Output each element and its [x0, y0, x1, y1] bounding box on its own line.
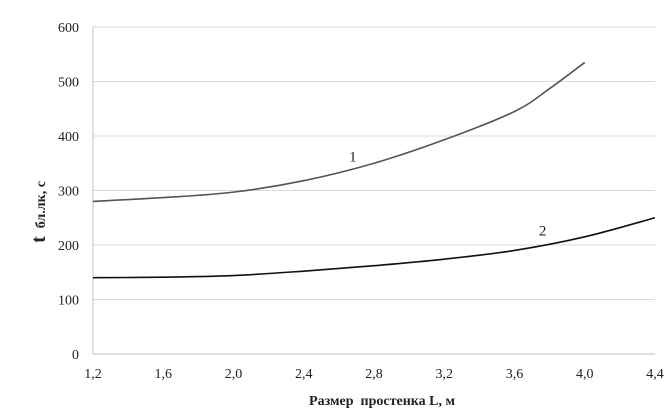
y-axis-title: t бл.лк, с — [28, 181, 50, 243]
x-axis-title: Размер простенка L, м — [309, 394, 455, 409]
y-tick-label: 0 — [72, 348, 79, 363]
x-tick-label: 3,2 — [436, 367, 454, 382]
x-tick-label: 3,6 — [506, 367, 524, 382]
series-labels: 12 — [349, 149, 546, 239]
y-tick-label: 100 — [58, 294, 79, 309]
y-tick-label: 200 — [58, 239, 79, 254]
series-line-2 — [92, 216, 656, 279]
x-tick-label: 4,4 — [646, 367, 664, 382]
series-group — [92, 61, 656, 279]
y-tick-label: 500 — [58, 76, 79, 91]
y-tick-labels: 0 100 200 300 400 500 600 — [58, 21, 79, 363]
x-tick-label: 2,8 — [365, 367, 383, 382]
x-tick-label: 1,2 — [84, 367, 102, 382]
series-label-1: 1 — [349, 149, 357, 165]
x-tick-label: 2,4 — [295, 367, 313, 382]
y-tick-label: 300 — [58, 185, 79, 200]
y-axis-title-sub: бл.лк, с — [34, 181, 49, 228]
gridlines — [93, 26, 655, 300]
y-tick-label: 600 — [58, 21, 79, 36]
x-tick-label: 1,6 — [155, 367, 173, 382]
x-tick-label: 2,0 — [225, 367, 243, 382]
y-axis-title-main: t — [28, 236, 50, 243]
series-label-2: 2 — [539, 223, 547, 239]
y-tick-label: 400 — [58, 130, 79, 145]
x-tick-label: 4,0 — [576, 367, 594, 382]
x-tick-labels: 1,2 1,6 2,0 2,4 2,8 3,2 3,6 4,0 4,4 — [84, 367, 664, 382]
series-line-1 — [92, 61, 586, 203]
axes — [92, 27, 655, 355]
